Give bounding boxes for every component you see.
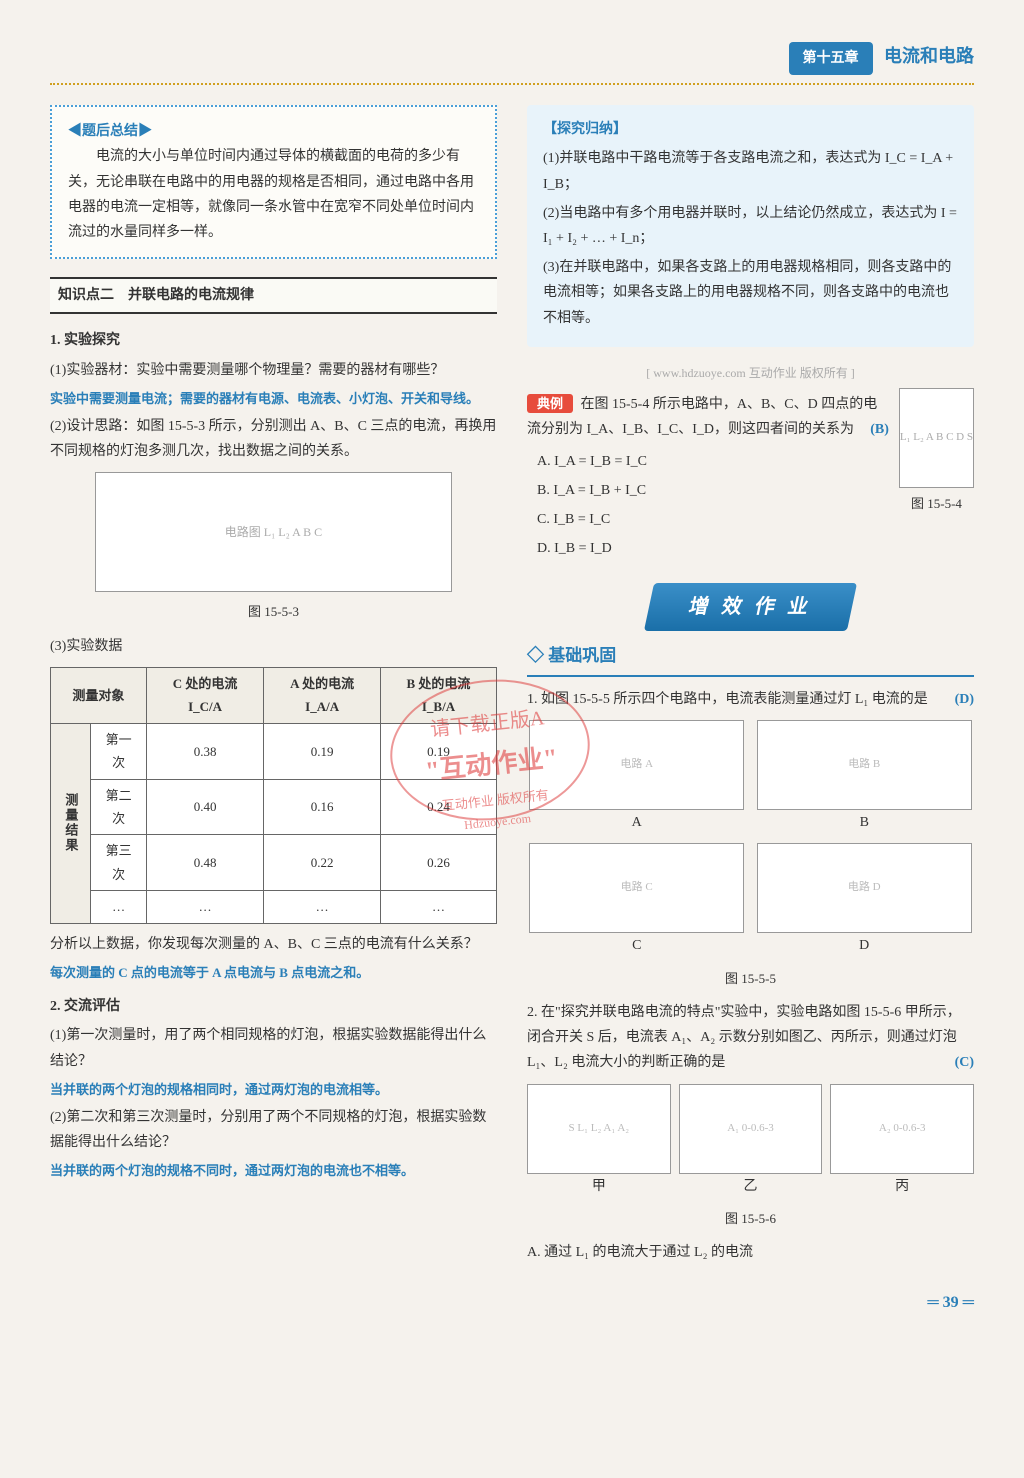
- q1-label-b: B: [757, 810, 972, 835]
- table-cell: 0.19: [264, 723, 381, 779]
- analysis-answer: 每次测量的 C 点的电流等于 A 点电流与 B 点电流之和。: [50, 961, 497, 984]
- example-opt-b: B. I_A = I_B + I_C: [537, 478, 889, 503]
- q1-answer: (D): [955, 687, 974, 712]
- left-column: ◀题后总结▶ 电流的大小与单位时间内通过导体的横截面的电荷的多少有关，无论串联在…: [50, 105, 497, 1269]
- example-opt-d: D. I_B = I_D: [537, 536, 889, 561]
- page-number-value: 39: [943, 1294, 959, 1311]
- banner-text: 增 效 作 业: [644, 583, 857, 631]
- table-cell: 第二次: [91, 779, 146, 835]
- table-cell: 0.19: [380, 723, 496, 779]
- fig-15-5-5-caption: 图 15-5-5: [527, 967, 974, 990]
- q1-stem: 1. 如图 15-5-5 所示四个电路中，电流表能测量通过灯 L₁ 电流的是 (…: [527, 687, 974, 712]
- th-ia: A 处的电流 I_A/A: [264, 668, 381, 724]
- eval-q1: (1)第一次测量时，用了两个相同规格的灯泡，根据实验数据能得出什么结论？: [50, 1023, 497, 1073]
- q2-meter-yi: A₁ 0-0.6-3: [679, 1084, 823, 1174]
- example-opt-a: A. I_A = I_B = I_C: [537, 449, 889, 474]
- example-tag: 典例: [527, 394, 573, 413]
- th-ic: C 处的电流 I_C/A: [146, 668, 263, 724]
- explore-p1: (1)并联电路中干路电流等于各支路电流之和，表达式为 I_C = I_A + I…: [543, 146, 958, 196]
- knowledge-point-label: 知识点二 并联电路的电流规律: [50, 277, 497, 314]
- q1-circuit-b: 电路 B: [757, 720, 972, 810]
- q1-circuit-a: 电路 A: [529, 720, 744, 810]
- table-cell: 0.16: [264, 779, 381, 835]
- example-block: 典例 在图 15-5-4 所示电路中，A、B、C、D 四点的电流分别为 I_A、…: [527, 388, 974, 567]
- q1-circuit-d: 电路 D: [757, 843, 972, 933]
- q2-answer: (C): [955, 1050, 974, 1075]
- exp-answer-1: 实验中需要测量电流；需要的器材有电源、电流表、小灯泡、开关和导线。: [50, 387, 497, 410]
- exp-item-1: (1)实验器材：实验中需要测量哪个物理量？需要的器材有哪些？: [50, 358, 497, 383]
- right-column: 【探究归纳】 (1)并联电路中干路电流等于各支路电流之和，表达式为 I_C = …: [527, 105, 974, 1269]
- q1-label-c: C: [529, 933, 744, 958]
- fig-15-5-4-caption: 图 15-5-4: [899, 492, 974, 515]
- experiment-title: 1. 实验探究: [50, 328, 497, 353]
- analysis-question: 分析以上数据，你发现每次测量的 A、B、C 三点的电流有什么关系？: [50, 932, 497, 957]
- q2-stem: 2. 在"探究并联电路电流的特点"实验中，实验电路如图 15-5-6 甲所示，闭…: [527, 1000, 974, 1076]
- basic-practice-heading: ◇ 基础巩固: [527, 641, 974, 677]
- fig-15-5-3-caption: 图 15-5-3: [50, 600, 497, 623]
- figure-15-5-6-row: S L₁ L₂ A₁ A₂甲 A₁ 0-0.6-3乙 A₂ 0-0.6-3丙: [527, 1084, 974, 1199]
- th-ib: B 处的电流 I_B/A: [380, 668, 496, 724]
- table-cell: 0.38: [146, 723, 263, 779]
- q2-circuit-jia: S L₁ L₂ A₁ A₂: [527, 1084, 671, 1174]
- q2-option-a: A. 通过 L₁ 的电流大于通过 L₂ 的电流: [527, 1240, 974, 1265]
- chapter-tag: 第十五章: [789, 42, 873, 75]
- q2-meter-bing: A₂ 0-0.6-3: [830, 1084, 974, 1174]
- table-cell: 0.26: [380, 835, 496, 891]
- figure-15-5-5-grid: 电路 AA 电路 BB 电路 CC 电路 DD: [527, 720, 974, 958]
- page-number: ═ 39 ═: [50, 1289, 974, 1318]
- eval-q2: (2)第二次和第三次测量时，分别用了两个不同规格的灯泡，根据实验数据能得出什么结…: [50, 1105, 497, 1155]
- explore-title: 【探究归纳】: [543, 117, 958, 142]
- table-cell: 0.24: [380, 779, 496, 835]
- example-answer: (B): [870, 417, 889, 442]
- chapter-header: 第十五章 电流和电路: [50, 40, 974, 85]
- eval-a2: 当并联的两个灯泡的规格不同时，通过两灯泡的电流也不相等。: [50, 1159, 497, 1182]
- q1-label-a: A: [529, 810, 744, 835]
- fig-15-5-6-caption: 图 15-5-6: [527, 1207, 974, 1230]
- table-cell: …: [91, 891, 146, 923]
- table-cell: 0.40: [146, 779, 263, 835]
- chapter-name: 电流和电路: [884, 46, 974, 66]
- table-cell: 0.48: [146, 835, 263, 891]
- summary-box: ◀题后总结▶ 电流的大小与单位时间内通过导体的横截面的电荷的多少有关，无论串联在…: [50, 105, 497, 259]
- homework-banner: 增 效 作 业: [527, 583, 974, 631]
- q2-stem-text: 2. 在"探究并联电路电流的特点"实验中，实验电路如图 15-5-6 甲所示，闭…: [527, 1005, 961, 1070]
- q2-label-bing: 丙: [830, 1174, 974, 1199]
- row-group-label: 测量结果: [51, 723, 91, 923]
- example-opt-c: C. I_B = I_C: [537, 507, 889, 532]
- th-measure: 测量对象: [51, 668, 147, 724]
- exp-item-3-label: (3)实验数据: [50, 634, 497, 659]
- figure-15-5-3: 电路图 L₁ L₂ A B C: [95, 472, 453, 592]
- summary-body: 电流的大小与单位时间内通过导体的横截面的电荷的多少有关，无论串联在电路中的用电器…: [68, 144, 479, 245]
- q1-circuit-c: 电路 C: [529, 843, 744, 933]
- example-stem: 在图 15-5-4 所示电路中，A、B、C、D 四点的电流分别为 I_A、I_B…: [527, 397, 877, 437]
- eval-title: 2. 交流评估: [50, 994, 497, 1019]
- explore-p3: (3)在并联电路中，如果各支路上的用电器规格相同，则各支路中的电流相等；如果各支…: [543, 255, 958, 331]
- q1-label-d: D: [757, 933, 972, 958]
- explore-p2: (2)当电路中有多个用电器并联时，以上结论仍然成立，表达式为 I = I₁ + …: [543, 201, 958, 251]
- table-cell: …: [380, 891, 496, 923]
- explore-summary-box: 【探究归纳】 (1)并联电路中干路电流等于各支路电流之和，表达式为 I_C = …: [527, 105, 974, 347]
- table-cell: …: [146, 891, 263, 923]
- figure-15-5-4: L₁ L₂ A B C D S: [899, 388, 974, 488]
- exp-item-2: (2)设计思路：如图 15-5-3 所示，分别测出 A、B、C 三点的电流，再换…: [50, 414, 497, 464]
- table-cell: 第三次: [91, 835, 146, 891]
- watermark-text: [ www.hdzuoye.com 互动作业 版权所有 ]: [527, 363, 974, 385]
- q1-stem-text: 1. 如图 15-5-5 所示四个电路中，电流表能测量通过灯 L₁ 电流的是: [527, 692, 928, 707]
- experiment-data-table: 测量对象 C 处的电流 I_C/A A 处的电流 I_A/A B 处的电流 I_…: [50, 667, 497, 924]
- q2-label-jia: 甲: [527, 1174, 671, 1199]
- table-cell: 0.22: [264, 835, 381, 891]
- summary-title: ◀题后总结▶: [68, 119, 479, 144]
- eval-a1: 当并联的两个灯泡的规格相同时，通过两灯泡的电流相等。: [50, 1078, 497, 1101]
- table-cell: …: [264, 891, 381, 923]
- table-cell: 第一次: [91, 723, 146, 779]
- q2-label-yi: 乙: [679, 1174, 823, 1199]
